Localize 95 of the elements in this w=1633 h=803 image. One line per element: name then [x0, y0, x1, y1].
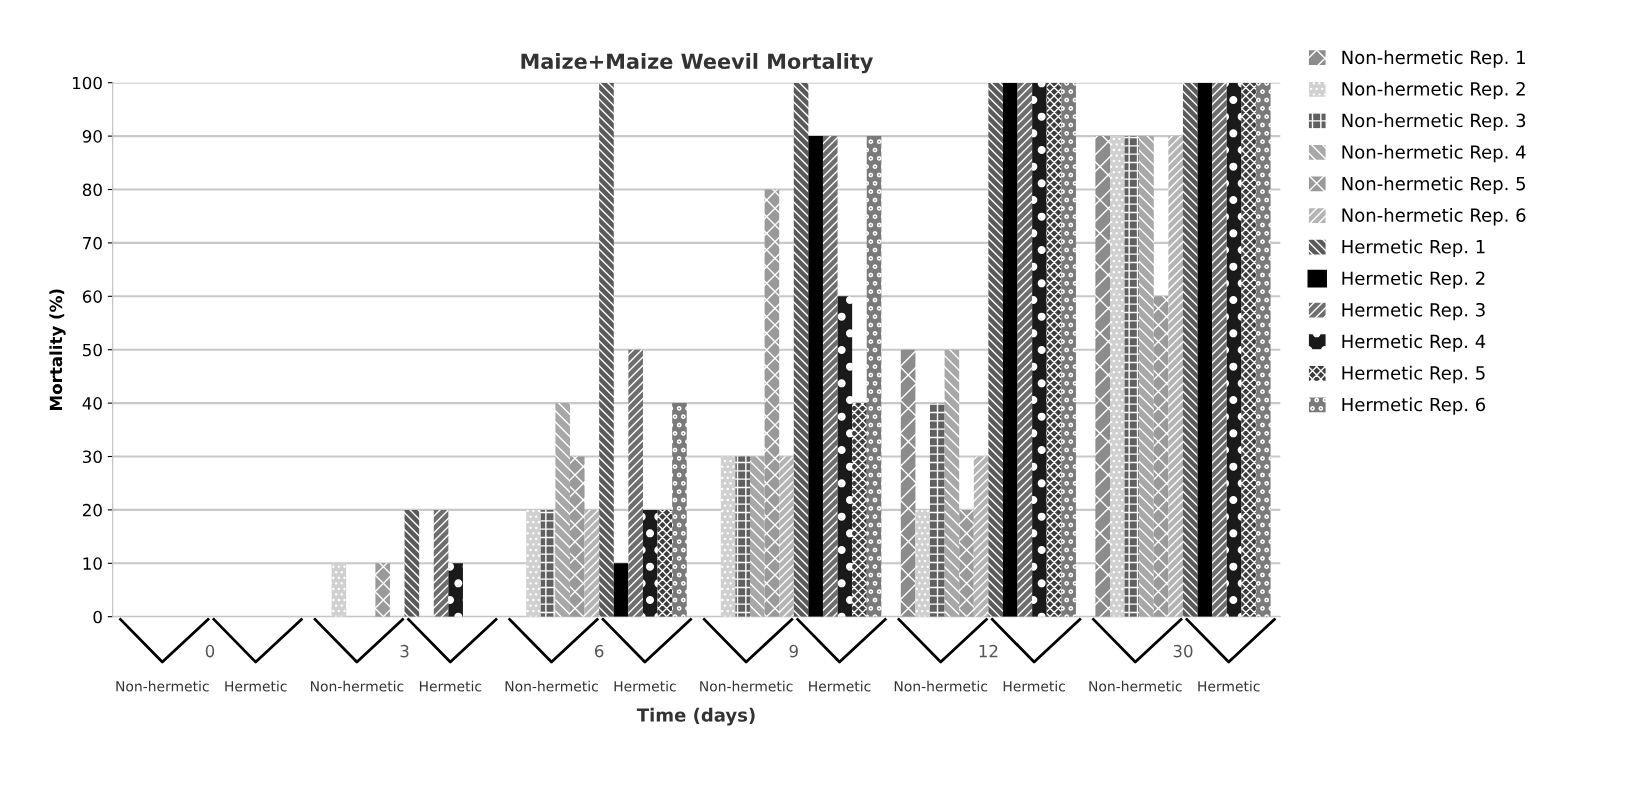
bar: [837, 296, 853, 617]
bar: [375, 563, 390, 617]
bar: [1153, 296, 1169, 617]
x-tick-label: 6: [595, 644, 604, 658]
bar: [628, 349, 643, 617]
bar: [720, 456, 736, 617]
text: Non-hermetic: [116, 680, 209, 692]
text: Hermetic: [614, 680, 676, 692]
bar: [988, 82, 1003, 617]
y-tick-label: 50: [83, 343, 102, 357]
bar: [1241, 82, 1256, 617]
bar: [808, 136, 823, 617]
bar: [672, 403, 687, 617]
bar: [1182, 82, 1198, 617]
legend-label: Non-hermetic Rep. 3: [1342, 113, 1526, 131]
bar: [1124, 136, 1140, 617]
bar: [526, 509, 541, 617]
y-tick-label: 30: [83, 450, 102, 464]
text: Non-hermetic: [700, 680, 793, 692]
legend-label: Non-hermetic Rep. 6: [1342, 207, 1526, 226]
y-axis-title: Mortality (%): [49, 289, 66, 410]
y-tick-label: 80: [82, 183, 102, 197]
bar: [852, 403, 867, 617]
bar: [915, 509, 930, 617]
bar: [1168, 136, 1183, 617]
bar: [1002, 82, 1018, 617]
legend-label: Non-hermetic Rep. 2: [1342, 81, 1525, 100]
x-tick-label: 0: [205, 644, 215, 658]
bar: [657, 509, 673, 617]
text: Non-hermetic: [311, 680, 404, 692]
legend-label: Non-hermetic Rep. 1: [1342, 50, 1525, 68]
bar: [1139, 136, 1154, 617]
y-tick-label: 20: [82, 503, 102, 517]
bar: [1095, 136, 1110, 617]
bar: [973, 456, 989, 617]
bar: [749, 456, 765, 617]
legend-label: Hermetic Rep. 6: [1342, 397, 1486, 415]
bar: [1110, 136, 1125, 617]
bar: [793, 82, 809, 617]
bar: [433, 509, 449, 617]
text: Hermetic: [419, 680, 482, 692]
y-tick-label: 60: [82, 290, 102, 303]
bar: [735, 456, 750, 617]
bar: [764, 189, 780, 617]
bar: [1212, 82, 1227, 617]
legend-label: Non-hermetic Rep. 4: [1342, 144, 1526, 163]
bar: [613, 563, 629, 617]
y-tick-label: 0: [93, 610, 102, 624]
bar: [1255, 82, 1271, 617]
y-tick-label: 10: [83, 557, 102, 570]
text: Hermetic: [1003, 680, 1065, 692]
bar: [866, 136, 882, 617]
legend-label: Hermetic Rep. 5: [1342, 365, 1485, 384]
bar: [900, 349, 916, 617]
legend-label: Hermetic Rep. 3: [1342, 302, 1485, 321]
legend-label: Non-hermetic Rep. 5: [1342, 176, 1526, 194]
bar: [448, 563, 463, 617]
bar: [944, 349, 960, 617]
bar: [555, 403, 570, 617]
text: Hermetic: [225, 680, 287, 692]
x-tick-label: 30: [1173, 644, 1193, 658]
x-tick-label: 3: [400, 644, 409, 658]
text: Hermetic: [1198, 680, 1260, 692]
text: Non-hermetic: [1089, 680, 1182, 692]
text: Non-hermetic: [505, 680, 598, 692]
text: Non-hermetic: [894, 680, 988, 692]
bar: [331, 563, 347, 617]
bar: [779, 456, 794, 617]
x-tick-label: 9: [789, 644, 798, 658]
bar: [584, 509, 600, 617]
bar: [959, 509, 974, 617]
y-tick-label: 90: [82, 130, 102, 143]
text: Hermetic: [809, 680, 871, 692]
y-tick-label: 100: [72, 76, 102, 90]
bar: [929, 403, 945, 617]
bar: [1226, 82, 1242, 617]
legend-label: Hermetic Rep. 4: [1342, 334, 1486, 352]
bar: [1032, 82, 1047, 617]
bar: [822, 136, 838, 617]
bar: [540, 509, 556, 617]
bar: [569, 456, 585, 617]
legend-label: Hermetic Rep. 1: [1342, 239, 1485, 258]
bar: [642, 509, 658, 617]
x-axis-title: Time (days): [636, 707, 755, 726]
bar: [1197, 82, 1213, 617]
legend-label: Hermetic Rep. 2: [1342, 271, 1485, 289]
chart-title: Maize+Maize Weevil Mortality: [521, 52, 874, 74]
bar: [404, 509, 420, 617]
bar: [1046, 82, 1062, 617]
bar: [1017, 82, 1033, 617]
bar: [599, 82, 614, 617]
x-tick-label: 12: [979, 644, 998, 658]
y-tick-label: 70: [83, 236, 102, 250]
y-tick-label: 40: [82, 397, 102, 410]
bar: [1061, 82, 1076, 617]
